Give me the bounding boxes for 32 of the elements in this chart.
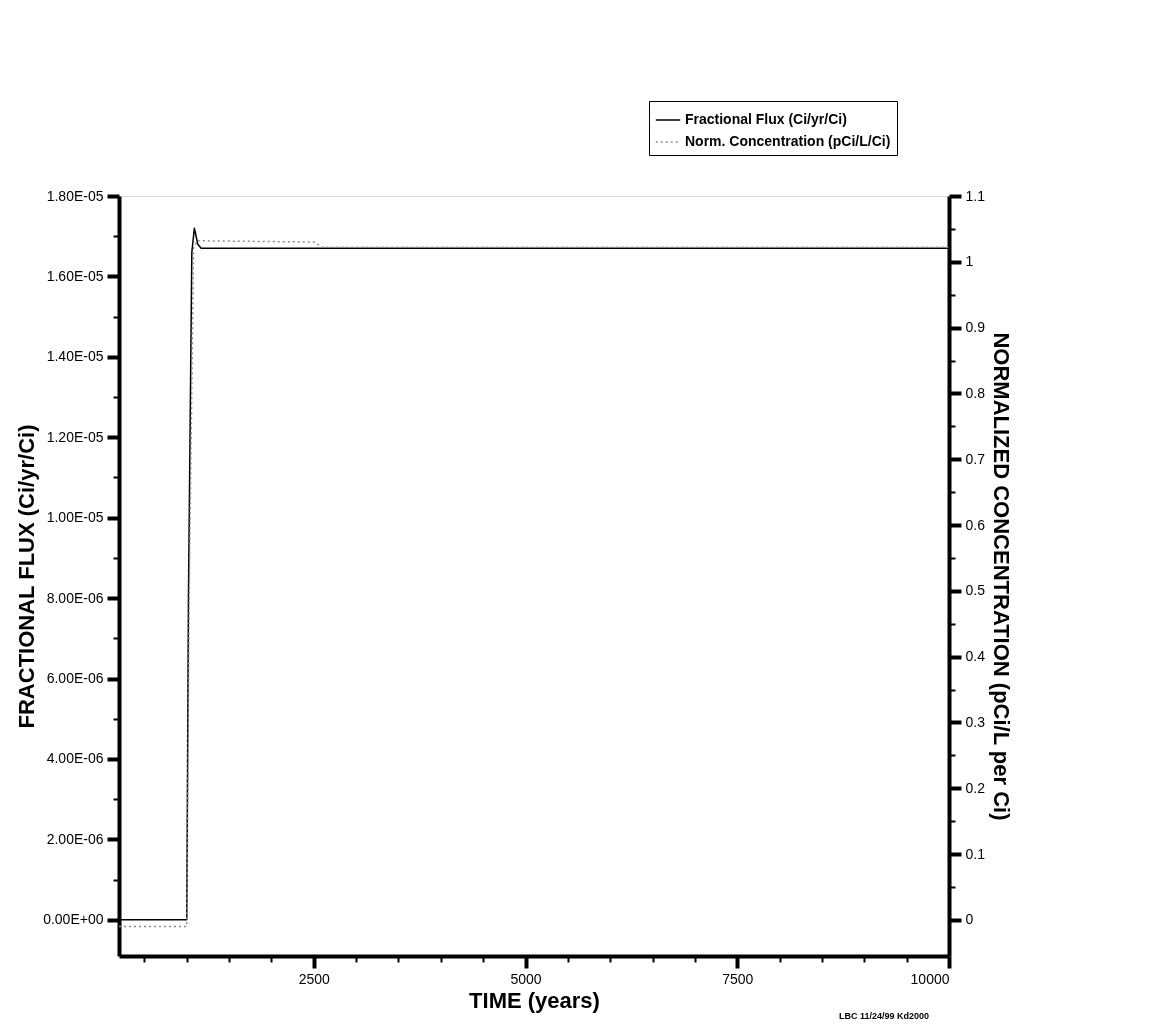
y-tick-label: 2.00E-06 bbox=[46, 830, 104, 847]
y2-tick-label: 0.7 bbox=[965, 450, 986, 467]
y2-axis-title: NORMALIZED CONCENTRATION (pCi/L per Ci) bbox=[988, 332, 1014, 821]
y-tick-label: 4.00E-06 bbox=[46, 750, 104, 767]
y-tick-label: 1.20E-05 bbox=[46, 428, 104, 445]
y2-tick-label: 0.9 bbox=[965, 319, 986, 336]
legend-label: Fractional Flux (Ci/yr/Ci) bbox=[685, 111, 847, 127]
x-tick-label: 5000 bbox=[510, 970, 542, 987]
legend-label: Norm. Concentration (pCi/L/Ci) bbox=[685, 133, 891, 149]
y-tick-label: 8.00E-06 bbox=[46, 589, 104, 606]
y2-tick-label: 0 bbox=[965, 911, 974, 928]
y-tick-label: 0.00E+00 bbox=[43, 911, 104, 928]
y-tick-label: 1.00E-05 bbox=[46, 509, 104, 526]
y-tick-label: 1.40E-05 bbox=[46, 348, 104, 365]
y2-tick-label: 0.3 bbox=[965, 713, 986, 730]
y2-tick-label: 0.2 bbox=[965, 779, 986, 796]
x-tick-label: 7500 bbox=[722, 970, 754, 987]
y-tick-label: 1.80E-05 bbox=[46, 187, 104, 204]
x-axis-title: TIME (years) bbox=[469, 987, 600, 1013]
y2-tick-label: 1.1 bbox=[965, 187, 986, 204]
y-axis-title: FRACTIONAL FLUX (Ci/yr/Ci) bbox=[14, 424, 40, 729]
x-tick-label: 10000 bbox=[910, 970, 950, 987]
x-tick-label: 2500 bbox=[298, 970, 331, 987]
y2-tick-label: 1 bbox=[965, 253, 974, 270]
y2-tick-label: 0.4 bbox=[965, 648, 986, 665]
text: LBC 11/24/99 Kd2000 bbox=[838, 1011, 929, 1021]
y2-tick-label: 0.6 bbox=[965, 516, 986, 533]
y2-tick-label: 0.1 bbox=[965, 845, 986, 862]
y2-tick-label: 0.5 bbox=[965, 582, 986, 599]
y-tick-label: 6.00E-06 bbox=[46, 670, 104, 687]
y-tick-label: 1.60E-05 bbox=[46, 267, 104, 284]
y2-tick-label: 0.8 bbox=[965, 384, 986, 401]
